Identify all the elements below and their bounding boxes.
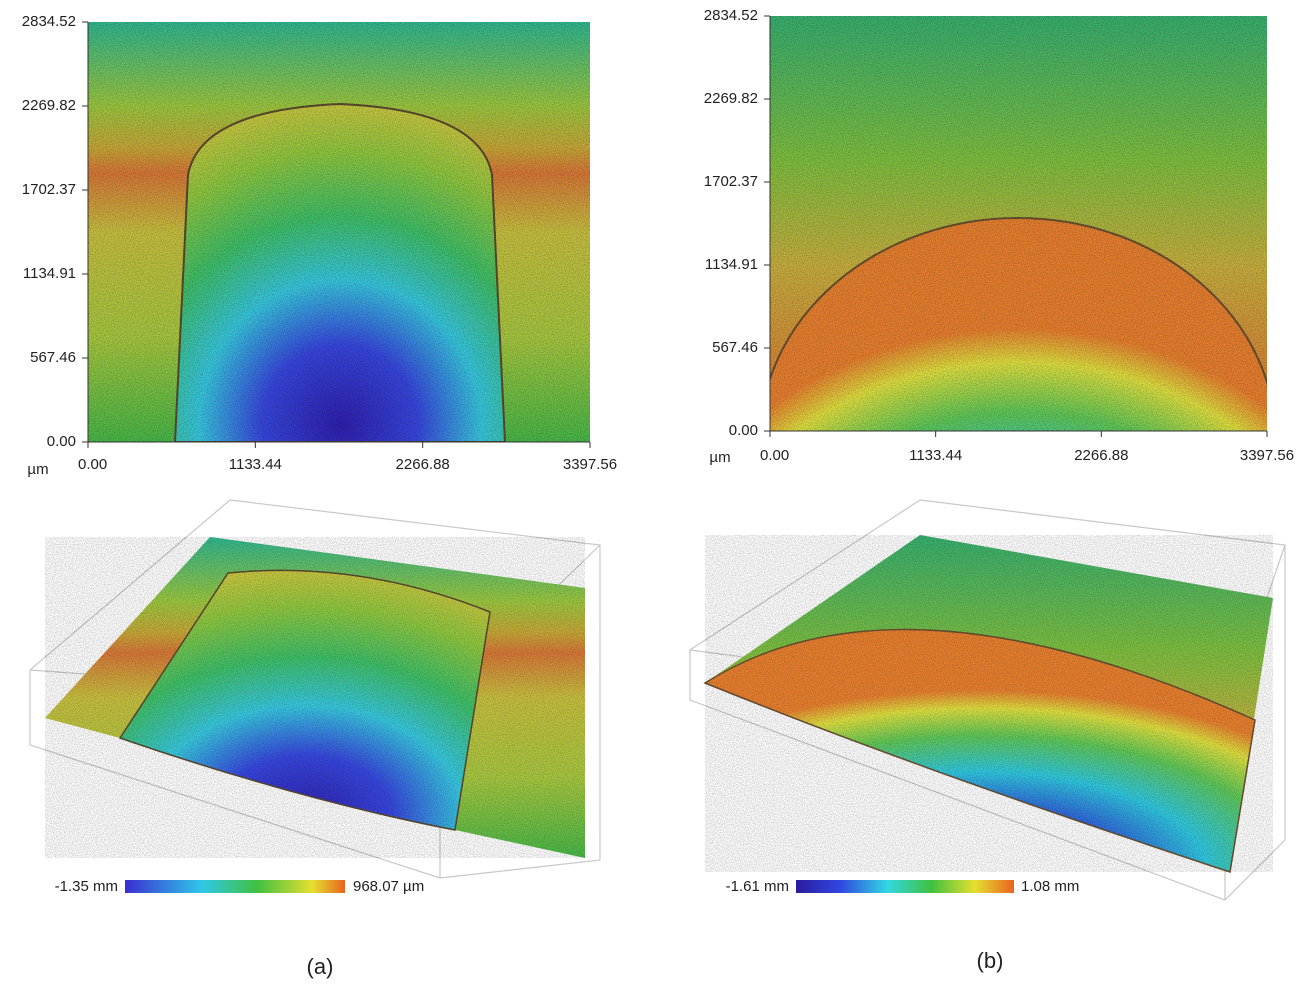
- surface-3d-a: [29, 499, 601, 879]
- surface-3d-b: [689, 499, 1286, 901]
- y-tick-label: 1702.37: [704, 173, 758, 190]
- x-tick-label: 1133.44: [229, 456, 282, 473]
- axis-unit: µm: [27, 461, 48, 478]
- axis-unit: µm: [709, 449, 730, 466]
- x-tick-label: 3397.56: [563, 456, 617, 473]
- y-tick-label: 0.00: [47, 433, 76, 450]
- y-tick-label: 567.46: [712, 339, 758, 356]
- panel-caption: (a): [307, 954, 334, 979]
- height-map-b: [770, 16, 1267, 431]
- y-tick-label: 1134.91: [705, 256, 758, 273]
- colorbar: [796, 880, 1014, 893]
- x-tick-label: 0.00: [760, 447, 789, 464]
- y-tick-label: 2269.82: [704, 90, 758, 107]
- y-tick-label: 567.46: [30, 349, 76, 366]
- x-tick-label: 1133.44: [909, 447, 962, 464]
- y-tick-label: 1702.37: [22, 181, 76, 198]
- colorbar: [125, 880, 345, 893]
- x-tick-label: 2266.88: [1074, 447, 1128, 464]
- colorbar-max: 968.07 µm: [353, 878, 424, 895]
- y-tick-label: 2834.52: [704, 7, 758, 24]
- colorbar-max: 1.08 mm: [1021, 878, 1079, 895]
- x-tick-label: 3397.56: [1240, 447, 1294, 464]
- y-tick-label: 2834.52: [22, 13, 76, 30]
- colorbar-min: -1.35 mm: [55, 878, 118, 895]
- colorbar-min: -1.61 mm: [726, 878, 789, 895]
- panel-caption: (b): [977, 948, 1004, 973]
- y-tick-label: 1134.91: [23, 265, 76, 282]
- y-tick-label: 2269.82: [22, 97, 76, 114]
- x-tick-label: 0.00: [78, 456, 107, 473]
- y-tick-label: 0.00: [729, 422, 758, 439]
- height-map-a: [88, 22, 590, 442]
- x-tick-label: 2266.88: [396, 456, 450, 473]
